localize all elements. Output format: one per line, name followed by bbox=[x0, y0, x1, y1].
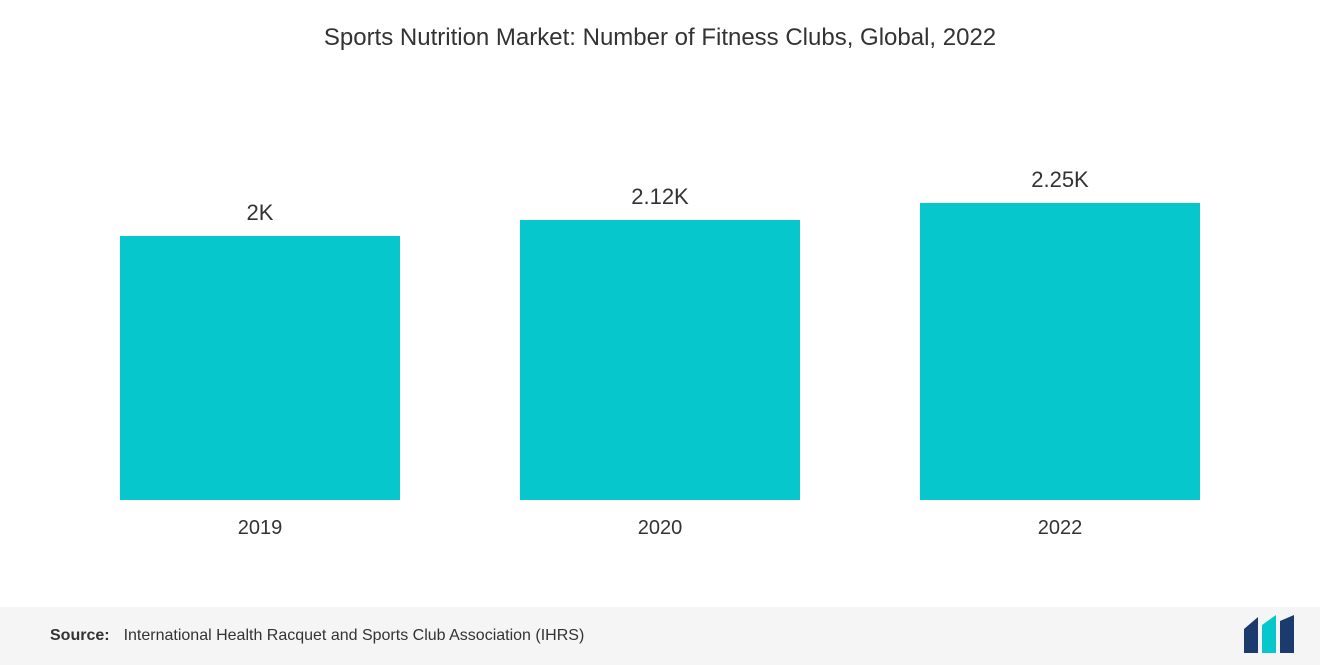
bar-value-label: 2K bbox=[247, 200, 274, 226]
x-tick-label: 2019 bbox=[60, 517, 460, 540]
bar bbox=[920, 203, 1200, 500]
bar-group: 2K bbox=[60, 200, 460, 500]
plot-area: 2K 2.12K 2.25K 2019 2020 2022 bbox=[60, 80, 1260, 540]
logo-bar-2 bbox=[1262, 615, 1276, 653]
chart-title: Sports Nutrition Market: Number of Fitne… bbox=[0, 0, 1320, 52]
bars-row: 2K 2.12K 2.25K bbox=[60, 80, 1260, 500]
bar-group: 2.12K bbox=[460, 184, 860, 500]
x-tick-label: 2022 bbox=[860, 517, 1260, 540]
chart-container: Sports Nutrition Market: Number of Fitne… bbox=[0, 0, 1320, 665]
brand-logo-icon bbox=[1242, 615, 1298, 655]
logo-bar-3 bbox=[1280, 615, 1294, 653]
bar bbox=[120, 236, 400, 500]
bar-value-label: 2.12K bbox=[631, 184, 689, 210]
bar-value-label: 2.25K bbox=[1031, 167, 1089, 193]
source-text: International Health Racquet and Sports … bbox=[124, 627, 585, 645]
source-label: Source: bbox=[50, 627, 110, 645]
logo-bar-1 bbox=[1244, 617, 1258, 653]
x-tick-label: 2020 bbox=[460, 517, 860, 540]
x-axis: 2019 2020 2022 bbox=[60, 517, 1260, 540]
bar bbox=[520, 220, 800, 500]
bar-group: 2.25K bbox=[860, 167, 1260, 500]
footer: Source: International Health Racquet and… bbox=[0, 607, 1320, 665]
